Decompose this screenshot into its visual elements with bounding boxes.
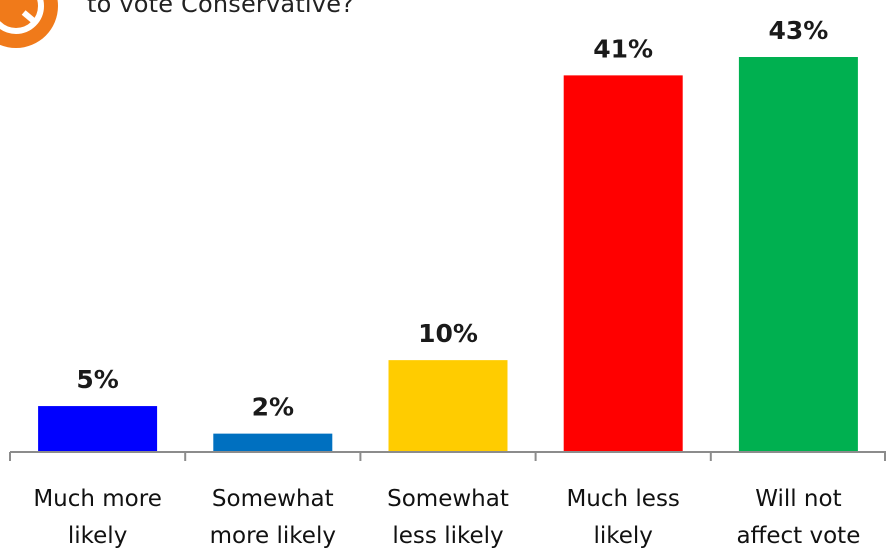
category-label-2-line-2: more likely — [210, 523, 336, 549]
category-label-3-line-2: less likely — [392, 523, 503, 549]
category-label-1-line-2: likely — [68, 523, 127, 549]
data-label-3: 10% — [418, 319, 478, 348]
category-label-3-line-1: Somewhat — [387, 486, 509, 512]
bar-3 — [388, 360, 508, 452]
data-label-1: 5% — [76, 365, 118, 394]
bar-1 — [38, 406, 158, 452]
data-label-4: 41% — [593, 34, 653, 63]
bar-4 — [563, 75, 683, 452]
bars — [38, 57, 858, 452]
category-label-5-line-1: Will not — [755, 486, 841, 512]
category-label-4-line-2: likely — [593, 523, 652, 549]
x-axis — [9, 451, 886, 461]
bar-2 — [213, 433, 333, 452]
category-labels: Much more likely Somewhat more likely Somewh… — [33, 486, 860, 549]
category-label-2-line-1: Somewhat — [212, 486, 334, 512]
data-labels: 5% 2% 10% 41% 43% — [76, 16, 828, 422]
question-icon — [0, 0, 58, 48]
bar-5 — [738, 57, 858, 452]
category-label-1-line-1: Much more — [33, 486, 162, 512]
question-text: to vote Conservative? — [87, 0, 355, 18]
data-label-2: 2% — [252, 393, 294, 422]
category-label-4-line-1: Much less — [566, 486, 679, 512]
data-label-5: 43% — [768, 16, 828, 45]
category-label-5-line-2: affect vote — [736, 523, 860, 549]
